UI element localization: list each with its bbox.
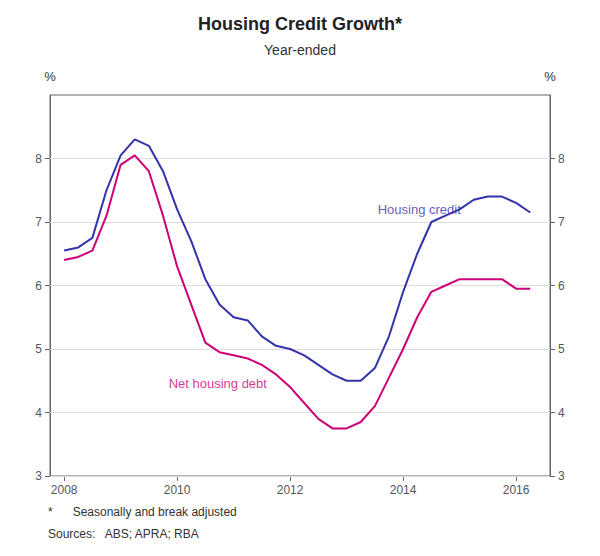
svg-text:2016: 2016: [503, 483, 530, 497]
svg-text:2012: 2012: [277, 483, 304, 497]
svg-text:2010: 2010: [164, 483, 191, 497]
svg-text:%: %: [544, 69, 556, 84]
svg-text:6: 6: [35, 279, 42, 293]
svg-text:Housing Credit Growth*: Housing Credit Growth*: [198, 14, 402, 34]
svg-text:2014: 2014: [390, 483, 417, 497]
svg-text:Sources: ABS; APRA; RBA: Sources: ABS; APRA; RBA: [48, 527, 199, 541]
svg-text:6: 6: [558, 279, 565, 293]
svg-text:* Seasonally and break ad: * Seasonally and break adjusted: [48, 505, 237, 519]
svg-text:2008: 2008: [51, 483, 78, 497]
svg-text:4: 4: [35, 406, 42, 420]
svg-text:4: 4: [558, 406, 565, 420]
svg-text:7: 7: [558, 215, 565, 229]
svg-text:Year-ended: Year-ended: [264, 42, 336, 58]
svg-text:%: %: [44, 69, 56, 84]
svg-text:5: 5: [35, 342, 42, 356]
svg-text:8: 8: [35, 152, 42, 166]
svg-text:7: 7: [35, 215, 42, 229]
svg-text:Net housing debt: Net housing debt: [169, 376, 268, 391]
svg-text:3: 3: [35, 469, 42, 483]
svg-text:5: 5: [558, 342, 565, 356]
svg-text:3: 3: [558, 469, 565, 483]
svg-text:8: 8: [558, 152, 565, 166]
svg-text:Housing credit: Housing credit: [378, 202, 461, 217]
